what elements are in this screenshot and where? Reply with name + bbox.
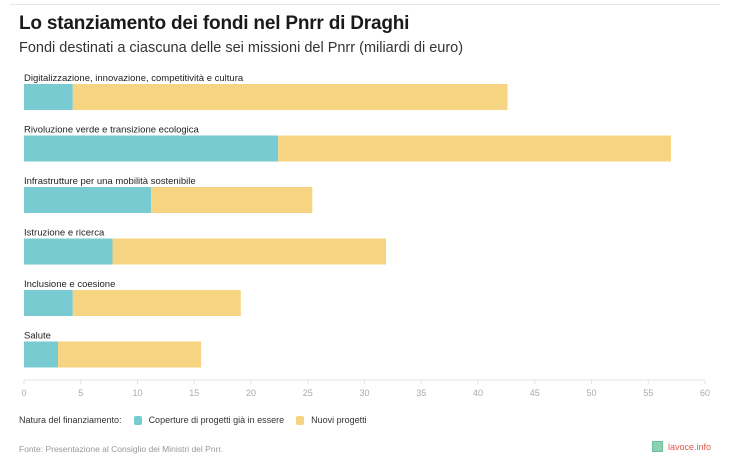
source-note: Fonte: Presentazione al Consiglio dei Mi… [19, 444, 224, 454]
bar-new-projects[interactable] [58, 341, 202, 368]
bar-new-projects[interactable] [72, 290, 241, 316]
bar-new-projects[interactable] [112, 238, 387, 265]
category-label: Infrastrutture per una mobilità sostenib… [24, 176, 196, 187]
x-tick-label: 15 [189, 388, 199, 398]
bar-new-projects[interactable] [151, 187, 313, 213]
legend-swatch-existing [133, 415, 142, 425]
x-tick-label: 0 [21, 388, 26, 398]
bar-existing-coverage[interactable] [24, 238, 113, 265]
bar-existing-coverage[interactable] [24, 290, 73, 316]
bar-new-projects[interactable] [278, 135, 671, 162]
x-tick-label: 45 [530, 388, 540, 398]
category-label: Istruzione e ricerca [24, 228, 105, 239]
chart-subtitle: Fondi destinati a ciascuna delle sei mis… [19, 40, 464, 56]
legend-item-existing[interactable]: Coperture di progetti già in essere [148, 415, 285, 425]
x-tick-label: 55 [643, 388, 653, 398]
x-tick-label: 40 [473, 388, 483, 398]
brand-text: lavoce.info [668, 441, 712, 452]
category-label: Salute [24, 331, 51, 342]
top-divider [10, 4, 720, 5]
x-tick-label: 25 [303, 388, 313, 398]
category-label: Rivoluzione verde e transizione ecologic… [24, 125, 200, 136]
bar-existing-coverage[interactable] [24, 187, 152, 213]
stacked-bar-chart: Digitalizzazione, innovazione, competiti… [21, 73, 710, 398]
bar-existing-coverage[interactable] [24, 135, 279, 162]
x-tick-label: 10 [132, 388, 142, 398]
legend-label: Natura del finanziamento: [19, 415, 122, 425]
category-label: Inclusione e coesione [24, 279, 115, 290]
x-tick-label: 30 [359, 388, 369, 398]
x-tick-label: 60 [700, 388, 710, 398]
legend-item-new[interactable]: Nuovi progetti [311, 415, 367, 425]
brand-link[interactable]: lavoce.info [652, 441, 711, 452]
bar-new-projects[interactable] [72, 84, 508, 110]
chart-title: Lo stanziamento dei fondi nel Pnrr di Dr… [19, 13, 410, 34]
x-tick-label: 20 [246, 388, 256, 398]
brand-logo-icon [652, 441, 663, 452]
bar-existing-coverage[interactable] [24, 341, 59, 368]
legend-swatch-new [296, 415, 305, 425]
x-tick-label: 50 [586, 388, 596, 398]
bar-existing-coverage[interactable] [24, 84, 73, 110]
legend: Natura del finanziamento: Coperture di p… [19, 415, 367, 425]
category-label: Digitalizzazione, innovazione, competiti… [24, 73, 244, 84]
x-tick-label: 5 [78, 388, 83, 398]
x-tick-label: 35 [416, 388, 426, 398]
